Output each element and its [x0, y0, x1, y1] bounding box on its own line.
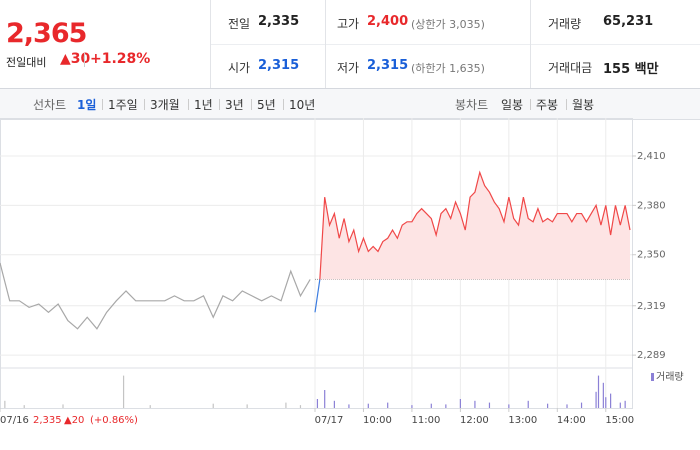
separator	[144, 99, 145, 110]
area-fill	[319, 172, 630, 280]
header	[0, 0, 700, 89]
x-tick-label: 11:00	[412, 415, 441, 426]
separator	[530, 99, 531, 110]
divider	[325, 0, 326, 88]
divider	[210, 0, 211, 88]
candle-button[interactable]: 주봉	[536, 98, 559, 112]
stat-value: 65,231	[603, 14, 654, 29]
range-button[interactable]: 1일	[77, 98, 97, 112]
price-line	[319, 170, 631, 280]
y-tick-label: 2,289	[637, 350, 666, 361]
chart: 2,410 2,380 2,350 2,319 2,289 07/16 07/17 10:00…	[0, 118, 684, 426]
legend-label: 거래량	[656, 371, 684, 383]
divider	[84, 53, 85, 67]
stat-value: 2,400	[367, 14, 409, 29]
change-label: 전일대비	[6, 56, 47, 69]
toolbar	[0, 89, 700, 120]
price-line	[314, 279, 321, 313]
stat-value: 2,335	[258, 14, 300, 29]
divider	[211, 44, 700, 45]
separator	[251, 99, 252, 110]
y-tick-label: 2,350	[637, 250, 666, 261]
change-pct: +1.28%	[90, 51, 151, 67]
x-tick-label: 13:00	[508, 415, 537, 426]
stat-note: (하한가 1,635)	[411, 62, 485, 75]
candle-button[interactable]: 월봉	[572, 98, 595, 112]
range-button[interactable]: 5년	[257, 98, 276, 112]
info-change-pct: (+0.86%)	[90, 415, 138, 426]
toolbar-label: 선차트	[33, 98, 67, 112]
toolbar-label: 봉차트	[455, 98, 489, 112]
y-tick-label: 2,380	[637, 200, 666, 211]
legend-swatch	[651, 373, 654, 381]
candle-button[interactable]: 일봉	[501, 98, 524, 112]
stat-label: 전일	[228, 17, 251, 31]
stat-note: (상한가 3,035)	[411, 18, 485, 31]
x-tick-label: 07/16	[0, 415, 29, 426]
price-line	[0, 262, 311, 330]
change: ▲30	[60, 51, 91, 67]
x-tick-label: 14:00	[557, 415, 586, 426]
range-button[interactable]: 10년	[289, 98, 316, 112]
stat-value: 2,315	[258, 58, 300, 73]
x-tick-label: 12:00	[460, 415, 489, 426]
info-price: 2,335	[33, 415, 62, 426]
stat-value: 155 백만	[603, 62, 659, 77]
stat-label: 시가	[228, 61, 251, 75]
divider	[530, 0, 531, 88]
info-change: ▲20	[64, 415, 84, 426]
range-button[interactable]: 1주일	[108, 98, 138, 112]
range-button[interactable]: 1년	[194, 98, 213, 112]
y-tick-label: 2,319	[637, 301, 666, 312]
stat-label: 고가	[337, 17, 360, 31]
x-tick-label: 07/17	[315, 415, 344, 426]
stat-label: 거래대금	[548, 61, 593, 75]
stat-label: 저가	[337, 61, 360, 75]
separator	[566, 99, 567, 110]
range-button[interactable]: 3년	[225, 98, 244, 112]
range-button[interactable]: 3개월	[150, 98, 180, 112]
separator	[102, 99, 103, 110]
stat-label: 거래량	[548, 17, 582, 31]
separator	[188, 99, 189, 110]
x-tick-label: 10:00	[363, 415, 392, 426]
stat-value: 2,315	[367, 58, 409, 73]
separator	[219, 99, 220, 110]
x-tick-label: 15:00	[605, 415, 634, 426]
price: 2,365	[6, 18, 87, 49]
separator	[283, 99, 284, 110]
y-tick-label: 2,410	[637, 151, 666, 162]
